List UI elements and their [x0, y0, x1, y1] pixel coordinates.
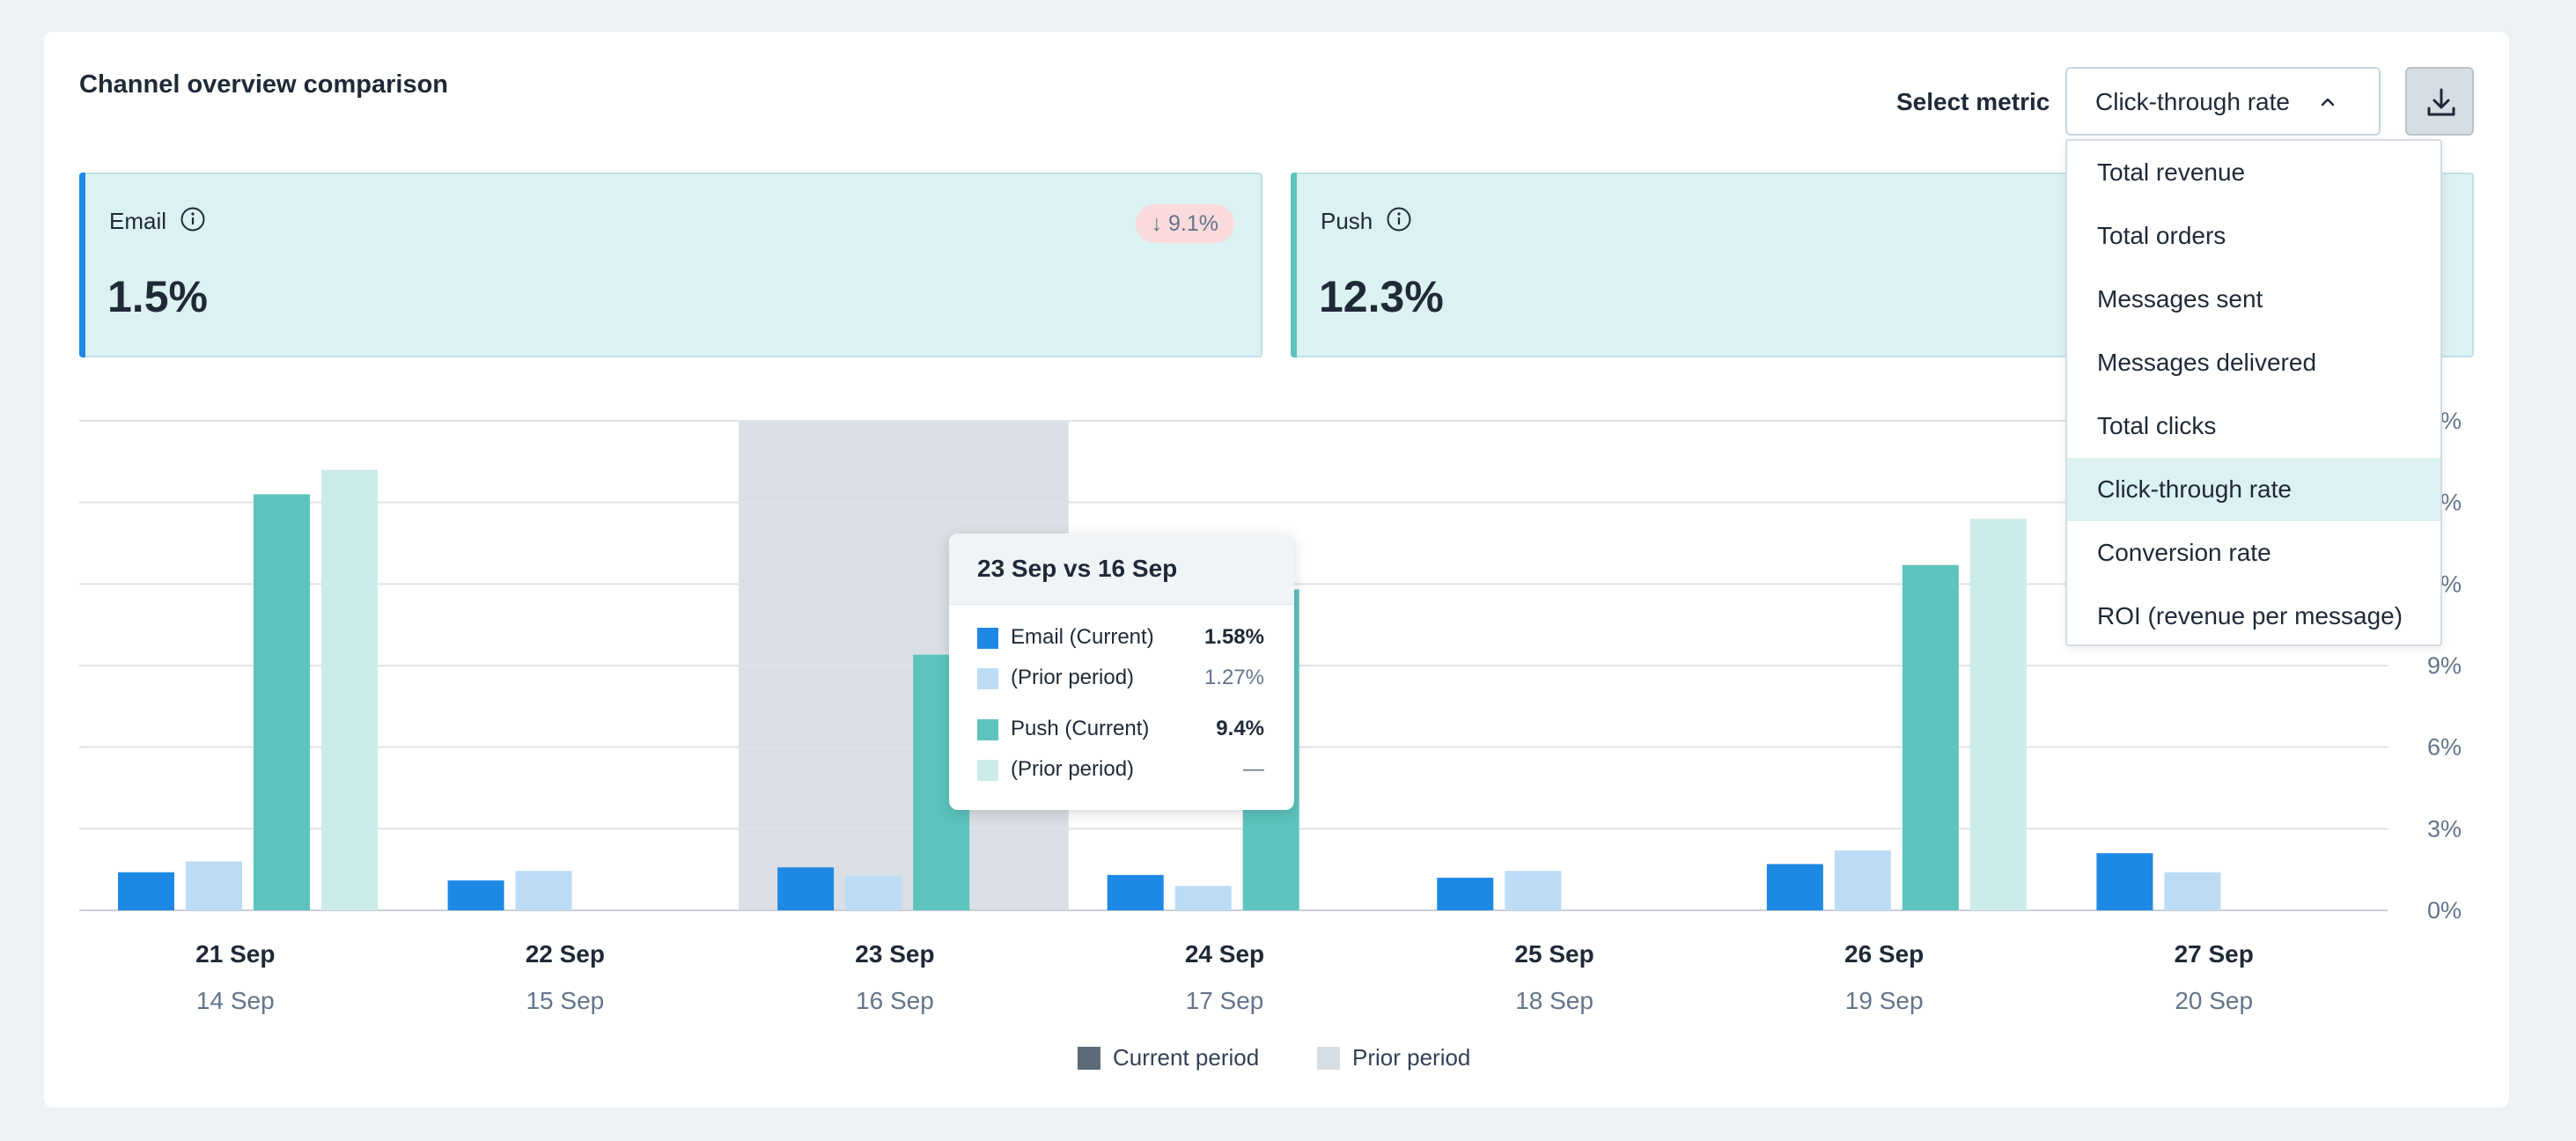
dropdown-option-total-orders[interactable]: Total orders — [2097, 222, 2226, 249]
info-icon[interactable] — [1386, 206, 1412, 232]
legend-swatch-current — [1078, 1047, 1100, 1070]
dropdown-option-roi[interactable]: ROI (revenue per message) — [2097, 602, 2403, 629]
tooltip-swatch — [977, 760, 998, 781]
tooltip-row-value: 9.4% — [1216, 717, 1264, 740]
x-tick-label: 24 Sep — [1185, 940, 1264, 968]
page-title: Channel overview comparison — [79, 70, 449, 99]
tooltip-swatch — [977, 719, 998, 740]
bar-2 — [1902, 564, 1959, 910]
dropdown-option-click-through-rate[interactable]: Click-through rate — [2067, 458, 2440, 521]
tooltip-row: Email (Current) 1.58% — [977, 625, 1264, 651]
tooltip-row-label: Email (Current) — [1011, 625, 1154, 649]
chevron-up-icon — [2321, 98, 2335, 107]
bar-0 — [447, 880, 504, 910]
x-tick-prior-label: 20 Sep — [2175, 987, 2253, 1014]
y-tick-label: 9% — [2427, 652, 2462, 679]
bar-1 — [1834, 850, 1891, 910]
tooltip-row-value: 1.27% — [1203, 666, 1264, 689]
bar-0 — [777, 867, 835, 910]
tooltip-row-value: — — [1243, 757, 1264, 781]
metric-dropdown-menu: Total revenue Total orders Messages sent… — [2065, 139, 2442, 646]
kpi-card-email: Email ↓ 9.1% 1.5% — [79, 173, 1262, 357]
legend-label-prior: Prior period — [1352, 1044, 1471, 1071]
chart-tooltip: 23 Sep vs 16 Sep Email (Current) 1.58% (… — [949, 534, 1294, 810]
x-tick-label: 21 Sep — [195, 940, 275, 968]
bar-0 — [1437, 877, 1494, 910]
tooltip-row-label: (Prior period) — [1011, 757, 1135, 781]
kpi-name: Push — [1321, 208, 1373, 234]
x-tick-label: 27 Sep — [2175, 940, 2254, 968]
tooltip-swatch — [977, 628, 998, 649]
tooltip-row: (Prior period) — — [977, 757, 1264, 784]
download-button[interactable] — [2405, 67, 2474, 136]
legend-swatch-prior — [1317, 1047, 1340, 1070]
bar-3 — [1969, 519, 2027, 910]
bar-1 — [2164, 872, 2221, 910]
dropdown-option-total-clicks[interactable]: Total clicks — [2097, 412, 2217, 439]
bar-1 — [1174, 886, 1232, 910]
x-tick-prior-label: 14 Sep — [196, 987, 275, 1014]
metric-select[interactable]: Click-through rate — [2065, 67, 2381, 136]
tooltip-swatch — [977, 668, 998, 689]
x-tick-label: 26 Sep — [1844, 940, 1924, 968]
x-tick-label: 25 Sep — [1514, 940, 1593, 968]
bar-0 — [1766, 864, 1823, 910]
y-tick-label: 0% — [2427, 897, 2462, 924]
x-tick-prior-label: 16 Sep — [856, 987, 934, 1014]
tooltip-title: 23 Sep vs 16 Sep — [949, 534, 1294, 605]
metric-select-value: Click-through rate — [2095, 88, 2290, 115]
tooltip-row: Push (Current) 9.4% — [977, 717, 1264, 743]
select-metric-label: Select metric — [1896, 88, 2050, 115]
bar-2 — [254, 494, 310, 910]
bar-0 — [118, 872, 174, 910]
y-tick-label: 6% — [2427, 734, 2462, 761]
tooltip-row: (Prior period) 1.27% — [977, 666, 1264, 692]
bar-0 — [1107, 874, 1164, 910]
dropdown-option-conversion-rate[interactable]: Conversion rate — [2097, 539, 2271, 566]
bar-1 — [1505, 871, 1562, 910]
bar-0 — [2096, 853, 2153, 910]
x-tick-prior-label: 15 Sep — [526, 987, 604, 1014]
x-tick-prior-label: 17 Sep — [1186, 987, 1264, 1014]
x-tick-label: 23 Sep — [855, 940, 934, 968]
kpi-value: 1.5% — [107, 272, 208, 321]
kpi-accent-bar — [79, 173, 85, 357]
download-icon — [2427, 88, 2455, 116]
tooltip-row-label: (Prior period) — [1011, 666, 1135, 689]
bar-1 — [515, 871, 572, 910]
kpi-name: Email — [109, 208, 167, 234]
x-tick-prior-label: 18 Sep — [1515, 987, 1593, 1014]
legend-label-current: Current period — [1113, 1044, 1260, 1071]
tooltip-row-value: 1.58% — [1203, 625, 1264, 649]
kpi-accent-bar — [1291, 173, 1297, 357]
bar-3 — [321, 469, 378, 910]
x-tick-label: 22 Sep — [526, 940, 605, 968]
bar-1 — [186, 861, 242, 910]
y-tick-label: 3% — [2427, 815, 2462, 842]
bar-1 — [845, 875, 902, 910]
kpi-value: 12.3% — [1319, 272, 1444, 321]
dropdown-option-messages-delivered[interactable]: Messages delivered — [2097, 349, 2317, 376]
dropdown-option-total-revenue[interactable]: Total revenue — [2097, 158, 2246, 186]
x-tick-prior-label: 19 Sep — [1845, 987, 1924, 1014]
dropdown-option-messages-sent[interactable]: Messages sent — [2097, 285, 2263, 313]
kpi-delta-badge: ↓ 9.1% — [1135, 204, 1234, 243]
tooltip-row-label: Push (Current) — [1011, 717, 1150, 740]
info-icon[interactable] — [180, 206, 206, 232]
